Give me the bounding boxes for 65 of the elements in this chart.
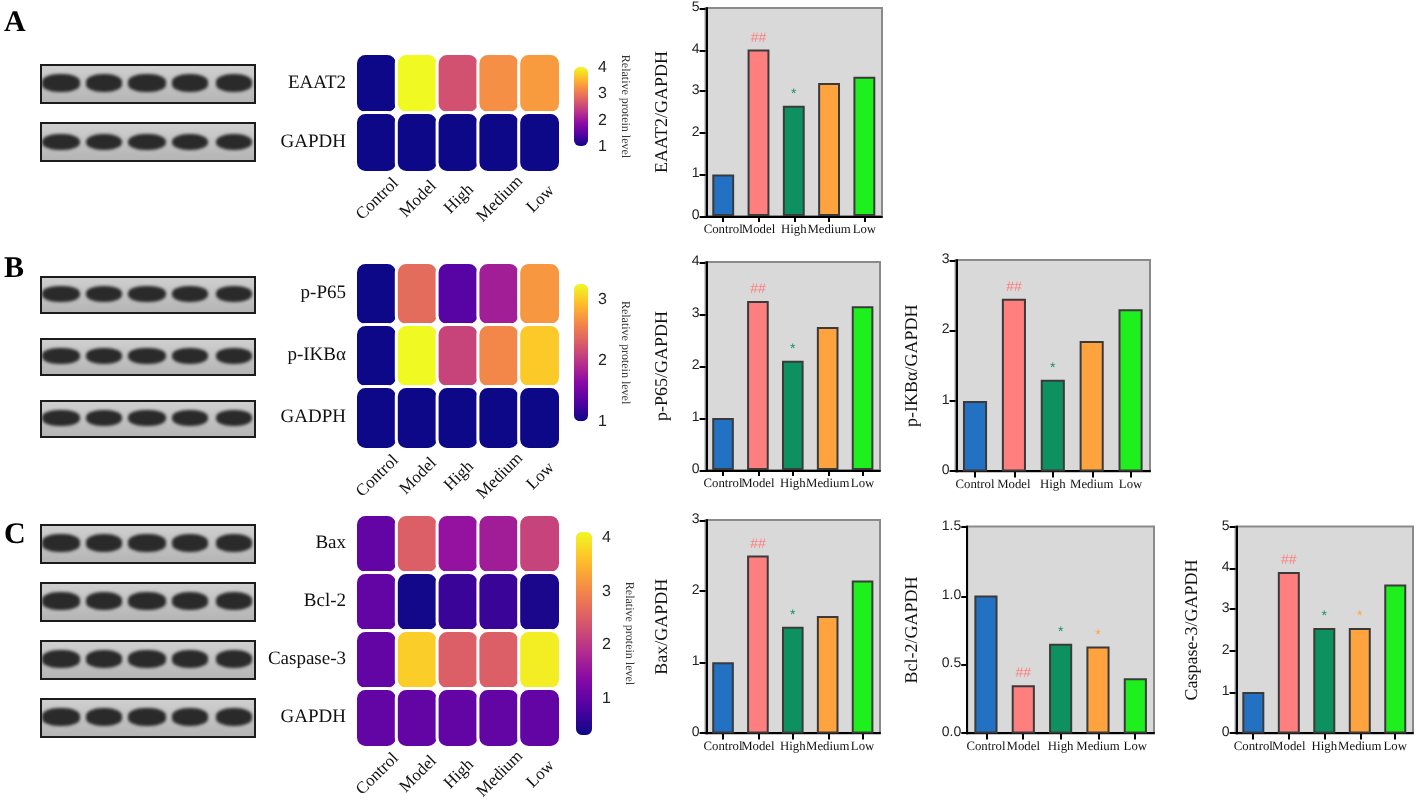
bar xyxy=(1040,379,1065,472)
text: C xyxy=(4,519,26,551)
bar xyxy=(712,174,735,216)
color-bar-label: 2 xyxy=(598,110,608,129)
bar xyxy=(781,360,804,470)
text: B xyxy=(4,253,25,285)
y-tick-label: p-P65 xyxy=(300,284,347,304)
bar xyxy=(851,306,874,470)
color-bar-label: 3 xyxy=(598,84,608,103)
bar xyxy=(851,580,874,734)
color-bar-label: 1 xyxy=(598,137,608,155)
bar xyxy=(1079,341,1104,472)
y-tick-label: EAAT2 xyxy=(287,73,347,94)
bar xyxy=(1313,627,1336,734)
text: A xyxy=(4,7,26,39)
bar xyxy=(712,662,734,734)
bar xyxy=(781,626,804,734)
y-tick-label: p-IKBα xyxy=(287,346,347,366)
x-tick-label: High xyxy=(438,454,479,495)
color-bar-label: 1 xyxy=(598,412,608,431)
bar xyxy=(816,616,839,734)
bar xyxy=(853,76,876,216)
color-bar-label: 3 xyxy=(598,290,608,309)
y-axis-title: EAAT2/GAPDH xyxy=(651,50,671,174)
bar xyxy=(747,49,770,216)
y-tick-label: Caspase-3 xyxy=(267,650,347,670)
bar xyxy=(1384,584,1407,734)
bar xyxy=(1118,309,1143,472)
x-tick-label: High xyxy=(438,752,479,793)
bar xyxy=(1086,646,1110,734)
bar xyxy=(1277,572,1300,734)
bar xyxy=(1049,643,1073,734)
color-bar-label: 2 xyxy=(602,635,612,654)
color-bar-label: 1 xyxy=(602,688,612,707)
bar xyxy=(1123,678,1147,734)
bar xyxy=(1001,298,1026,472)
color-bar-label: 3 xyxy=(602,581,612,600)
color-bar-label: 2 xyxy=(598,351,608,370)
bar xyxy=(818,82,841,216)
bar xyxy=(974,595,998,734)
y-tick-label: GADPH xyxy=(280,408,347,428)
y-axis-title: p-IKBα/GAPDH xyxy=(901,303,921,427)
color-bar-label: 4 xyxy=(598,58,608,76)
x-tick-label: Low xyxy=(521,178,559,217)
x-tick-label: Low xyxy=(521,753,559,792)
x-tick-label: Low xyxy=(521,455,559,494)
bar xyxy=(816,327,839,470)
y-tick-label: Bax xyxy=(315,534,347,554)
bar xyxy=(1242,692,1265,734)
y-axis-title: Caspase-3/GAPDH xyxy=(1181,558,1201,701)
y-tick-label: GAPDH xyxy=(280,708,347,728)
y-axis-title: Bcl-2/GAPDH xyxy=(901,575,921,684)
bar xyxy=(712,418,734,470)
y-axis-title: Bax/GAPDH xyxy=(651,577,671,675)
bar xyxy=(1011,685,1035,734)
bar xyxy=(962,400,988,472)
bar xyxy=(747,555,769,734)
bar xyxy=(1348,627,1371,734)
bar xyxy=(747,301,769,470)
color-bar-label: 4 xyxy=(602,528,612,547)
y-axis-title: p-P65/GAPDH xyxy=(651,310,671,422)
y-tick-label: Bcl-2 xyxy=(303,592,347,612)
y-tick-label: GAPDH xyxy=(280,132,347,153)
x-tick-label: High xyxy=(438,177,479,218)
bar xyxy=(782,105,805,216)
